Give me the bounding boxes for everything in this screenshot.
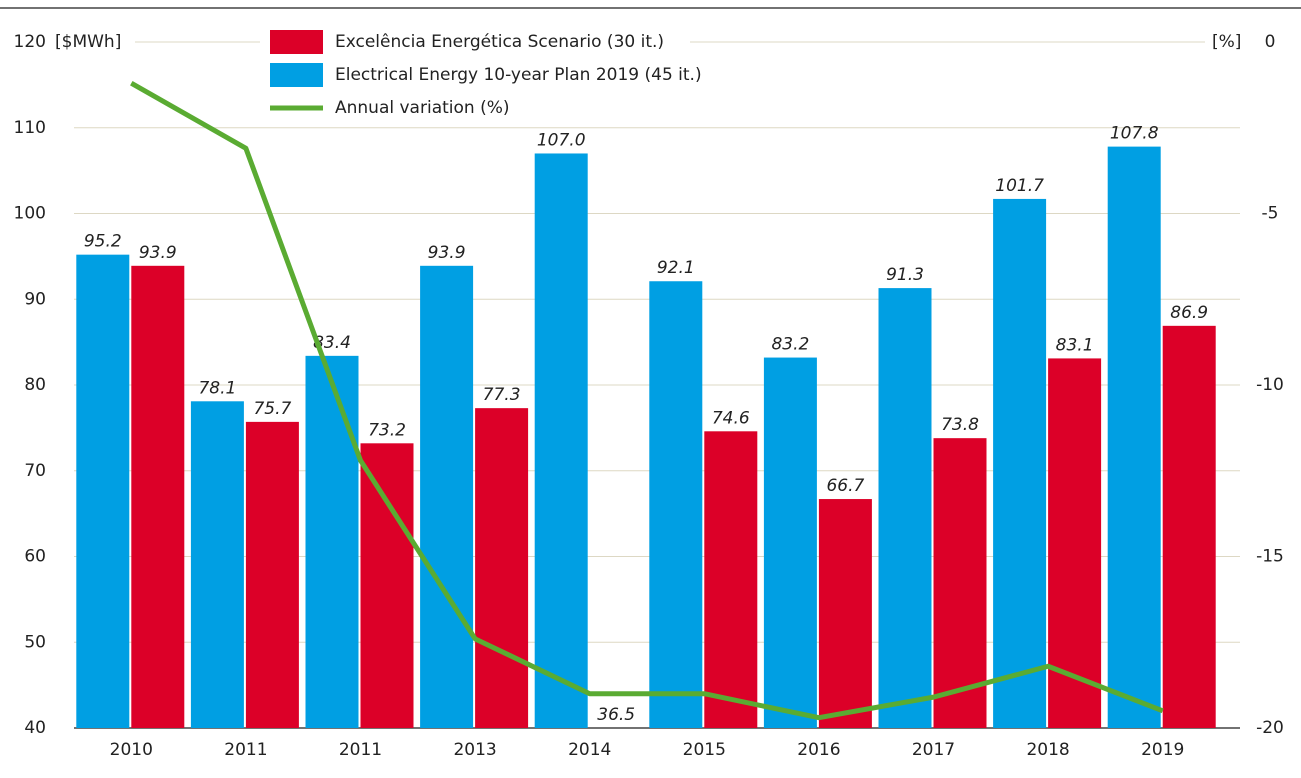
value-label: 75.7 xyxy=(253,399,291,419)
y-tick-label: 100 xyxy=(14,204,46,224)
bar xyxy=(76,254,130,728)
y-tick-label: 110 xyxy=(14,118,46,138)
bar xyxy=(1048,358,1102,728)
value-label: 101.7 xyxy=(995,176,1044,196)
y-tick-label: 50 xyxy=(24,632,46,652)
y2-tick-label: -5 xyxy=(1262,204,1279,224)
x-tick-label: 2016 xyxy=(797,740,840,760)
value-label: 74.6 xyxy=(712,408,750,428)
value-label: 107.8 xyxy=(1110,124,1159,144)
value-label: 78.1 xyxy=(198,378,236,398)
value-label: 92.1 xyxy=(657,258,695,278)
legend-label: Electrical Energy 10-year Plan 2019 (45 … xyxy=(335,65,702,85)
y2-tick-label: 0 xyxy=(1265,32,1276,52)
bar xyxy=(763,357,817,728)
value-label: 93.9 xyxy=(139,243,177,263)
value-label: 73.8 xyxy=(941,415,979,435)
bar xyxy=(360,443,414,728)
legend-swatch xyxy=(270,30,323,54)
bar xyxy=(245,421,299,728)
value-label: 91.3 xyxy=(886,265,924,285)
x-tick-label: 2011 xyxy=(224,740,267,760)
legend-swatch xyxy=(270,63,323,87)
x-tick-label: 2015 xyxy=(683,740,726,760)
bar xyxy=(131,265,185,728)
x-tick-label: 2014 xyxy=(568,740,611,760)
bar xyxy=(190,401,244,728)
value-label: 83.1 xyxy=(1056,335,1094,355)
bar xyxy=(1107,146,1161,728)
y-tick-label: 90 xyxy=(24,289,46,309)
bar xyxy=(1162,325,1216,728)
value-label: 107.0 xyxy=(537,130,586,150)
bar xyxy=(933,438,987,728)
y-axis-label: [$MWh] xyxy=(55,32,121,52)
y2-tick-label: -15 xyxy=(1256,547,1284,567)
legend-label: Excelência Energética Scenario (30 it.) xyxy=(335,32,664,52)
x-tick-label: 2018 xyxy=(1026,740,1069,760)
bar xyxy=(475,408,529,728)
legend-bg xyxy=(262,24,687,120)
y-tick-label: 40 xyxy=(24,718,46,738)
y2-tick-label: -10 xyxy=(1256,375,1284,395)
y-tick-label: 80 xyxy=(24,375,46,395)
x-tick-label: 2017 xyxy=(912,740,955,760)
value-label: 73.2 xyxy=(368,420,406,440)
bar xyxy=(704,431,758,728)
y-tick-label: 70 xyxy=(24,461,46,481)
bar xyxy=(993,198,1047,728)
bar xyxy=(818,499,872,728)
bar xyxy=(534,153,588,728)
bar xyxy=(305,355,359,728)
value-label: 66.7 xyxy=(826,476,864,496)
value-label: 77.3 xyxy=(483,385,521,405)
value-label: 93.9 xyxy=(428,243,466,263)
value-label: 36.5 xyxy=(597,705,635,725)
y-tick-label: 60 xyxy=(24,547,46,567)
value-label: 95.2 xyxy=(84,232,122,252)
value-label: 83.4 xyxy=(313,333,351,353)
legend-label: Annual variation (%) xyxy=(335,98,510,118)
value-label: 83.2 xyxy=(771,335,809,355)
bar xyxy=(420,265,474,728)
y-tick-label: 120 xyxy=(14,32,46,52)
bar xyxy=(878,288,932,728)
y2-tick-label: -20 xyxy=(1256,718,1284,738)
value-label: 86.9 xyxy=(1170,303,1208,323)
x-tick-label: 2011 xyxy=(339,740,382,760)
x-tick-label: 2013 xyxy=(453,740,496,760)
bar xyxy=(649,281,703,728)
x-tick-label: 2010 xyxy=(110,740,153,760)
line xyxy=(130,80,1164,721)
x-tick-label: 2019 xyxy=(1141,740,1184,760)
y2-axis-label: [%] xyxy=(1212,32,1241,52)
